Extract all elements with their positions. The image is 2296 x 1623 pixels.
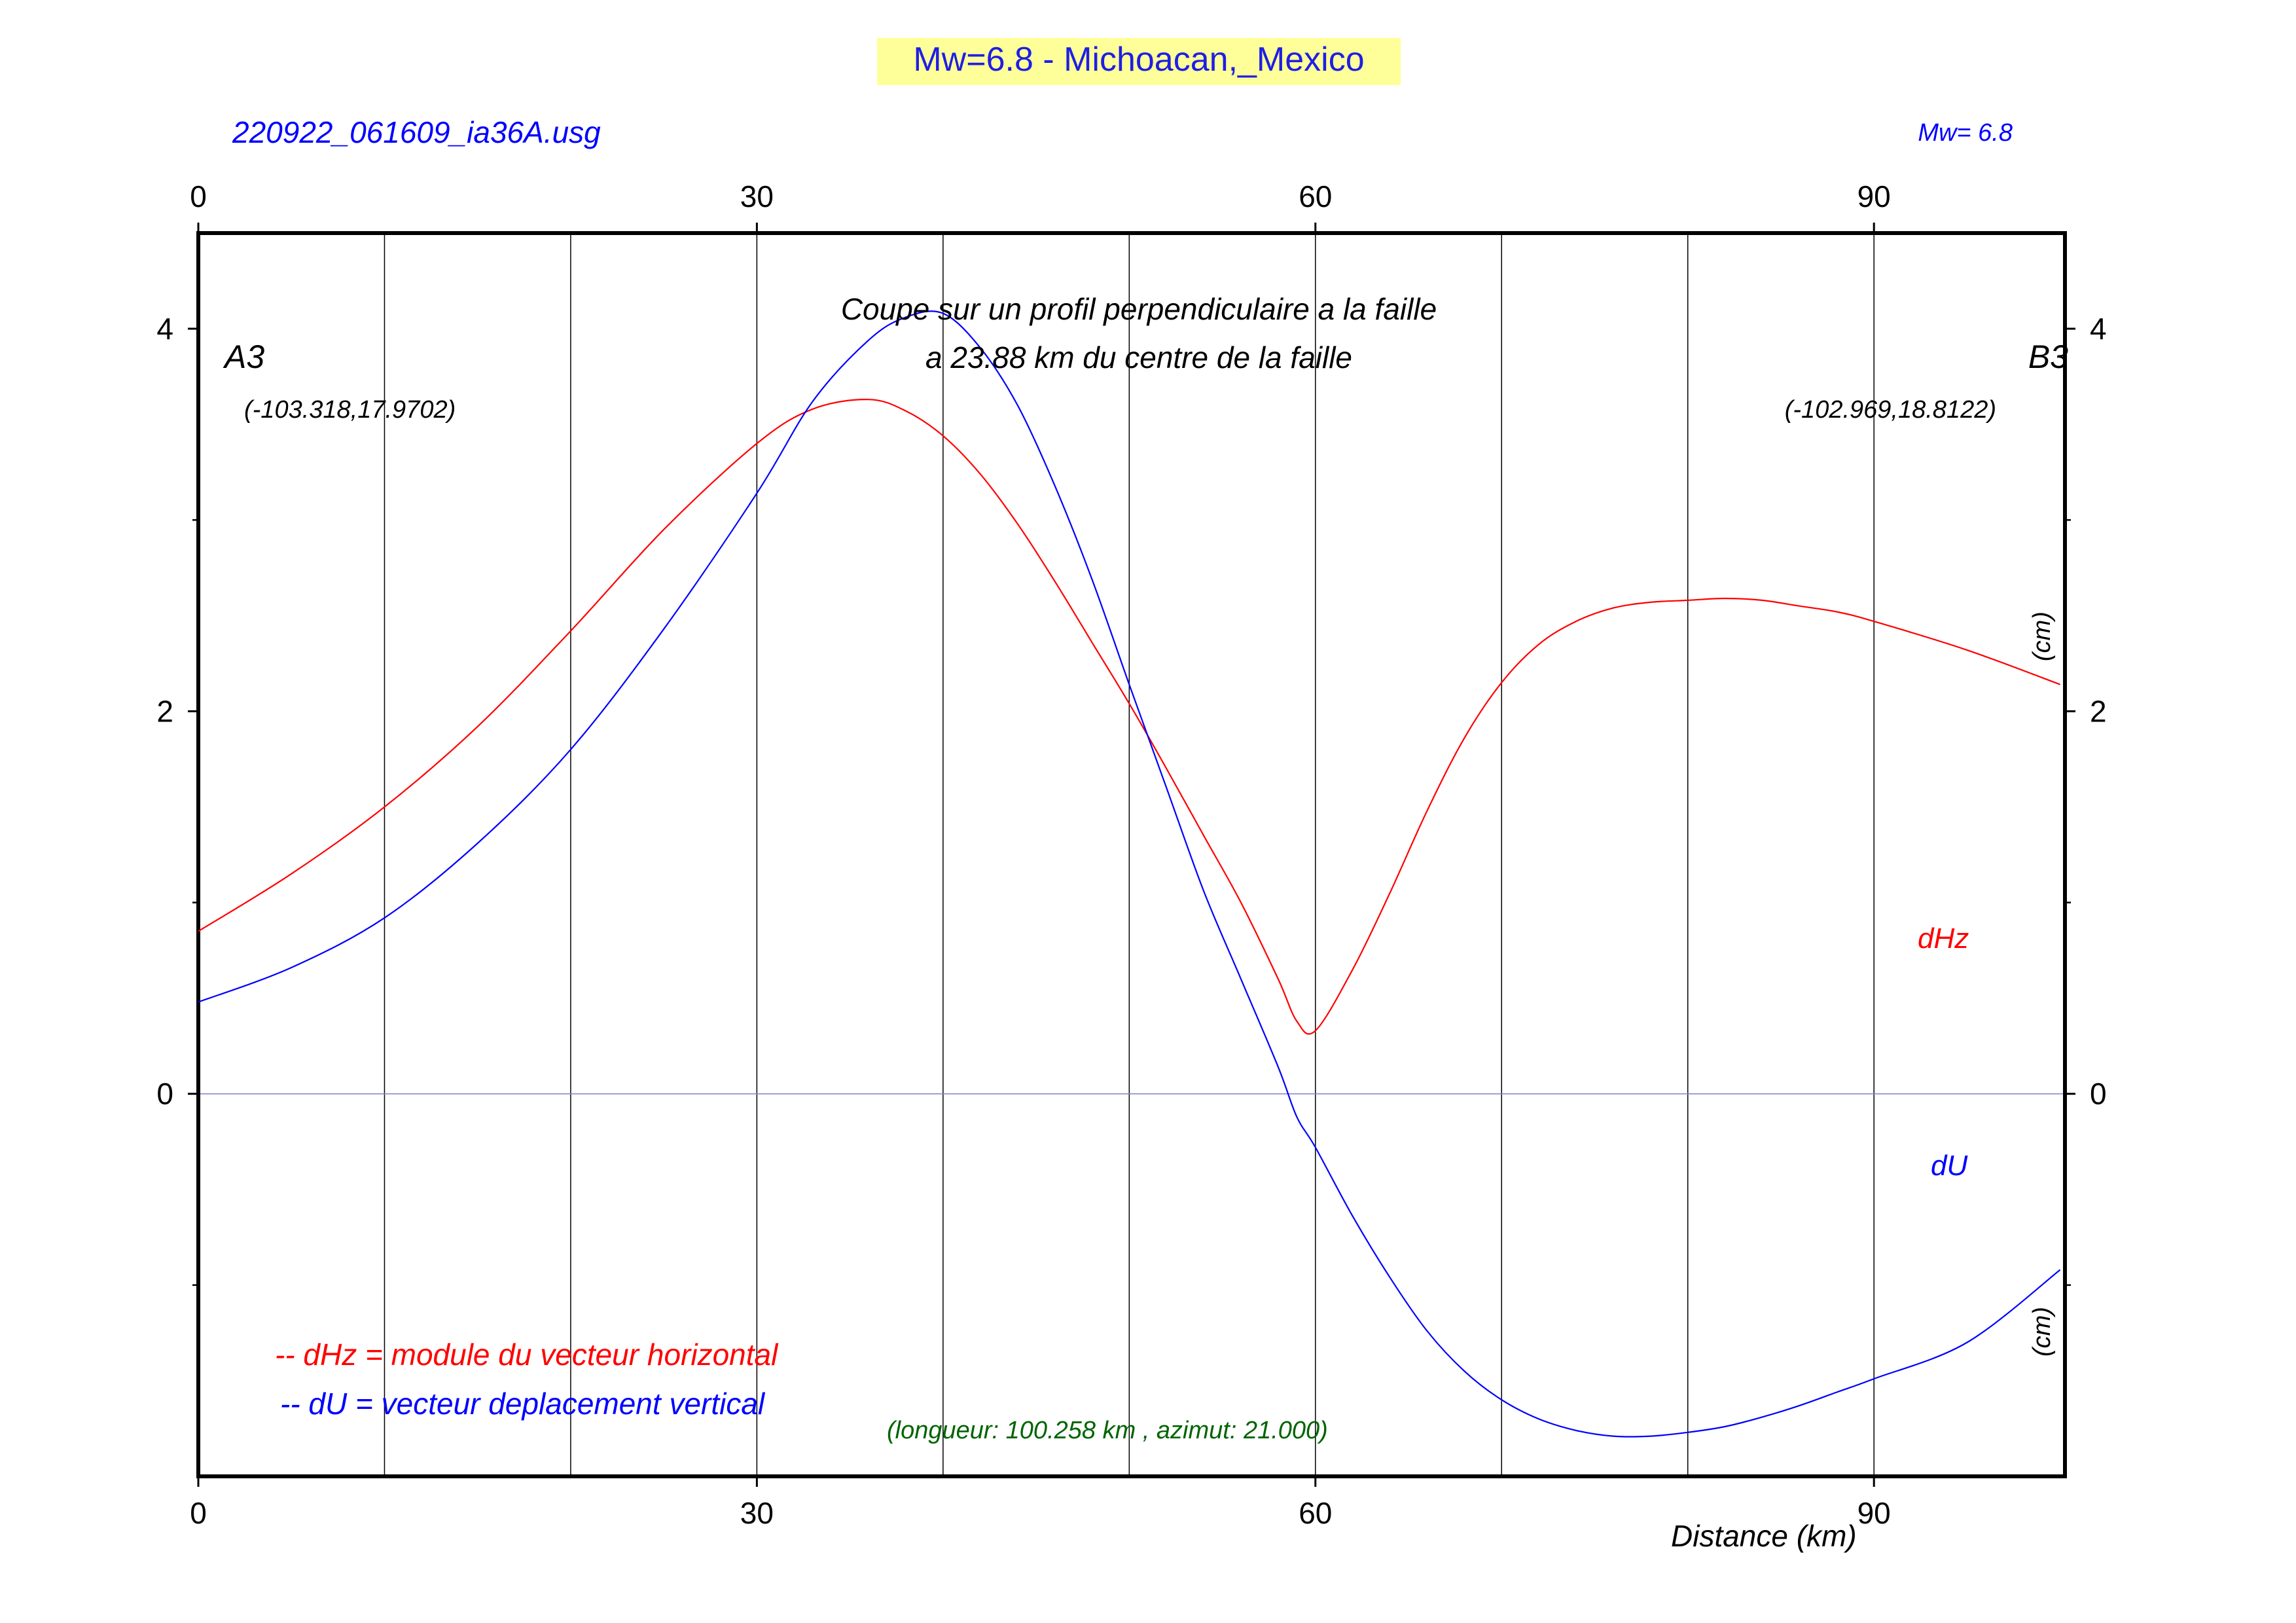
x-tick-label-top: 0	[190, 179, 207, 213]
series-label-dhz: dHz	[1918, 922, 1969, 955]
y-tick-label-left: 4	[156, 312, 173, 346]
x-tick-label-top: 90	[1857, 179, 1891, 213]
x-gridlines	[384, 233, 1874, 1476]
series-line-dhz	[198, 399, 2061, 1035]
filename-label: 220922_061609_ia36A.usg	[232, 115, 601, 149]
legend-du: -- dU = vecteur deplacement vertical	[280, 1387, 766, 1421]
series-label-du: dU	[1931, 1150, 1967, 1182]
y-tick-label-right: 0	[2090, 1077, 2107, 1111]
point-b-coords: (-102.969,18.8122)	[1785, 396, 1996, 424]
y-tick-label-left: 0	[156, 1077, 173, 1111]
point-a-coords: (-103.318,17.9702)	[244, 396, 456, 424]
point-a-label: A3	[223, 338, 264, 375]
chart-title: Mw=6.8 - Michoacan,_Mexico	[913, 41, 1364, 79]
series-lines	[198, 310, 2061, 1438]
point-b-label: B3	[2028, 338, 2068, 375]
section-title-line1: Coupe sur un profil perpendiculaire a la…	[841, 292, 1437, 326]
axis-tick-labels: 0 0 30 30 60 60 90 90 0 0 2 2 4 4	[156, 179, 2106, 1530]
section-title-line2: a 23.88 km du centre de la faille	[925, 340, 1352, 374]
x-tick-label-top: 60	[1299, 179, 1332, 213]
x-tick-label-bottom: 60	[1299, 1496, 1332, 1530]
x-axis-title: Distance (km)	[1671, 1519, 1857, 1553]
x-tick-label-top: 30	[740, 179, 774, 213]
y-tick-label-right: 2	[2090, 694, 2107, 728]
legend-dhz: -- dHz = module du vecteur horizontal	[275, 1338, 779, 1372]
unit-label-upper: (cm)	[2028, 611, 2056, 661]
x-tick-label-bottom: 0	[190, 1496, 207, 1530]
series-line-du	[198, 310, 2061, 1438]
profile-info: (longueur: 100.258 km , azimut: 21.000)	[887, 1417, 1328, 1444]
magnitude-label: Mw= 6.8	[1918, 119, 2013, 147]
y-tick-label-right: 4	[2090, 312, 2107, 346]
x-tick-label-bottom: 30	[740, 1496, 774, 1530]
plot-frame	[196, 231, 2067, 1478]
unit-label-lower: (cm)	[2028, 1307, 2056, 1357]
axis-ticks	[188, 223, 2075, 1487]
y-tick-label-left: 2	[156, 694, 173, 728]
x-tick-label-bottom: 90	[1857, 1496, 1891, 1530]
title-background	[877, 38, 1401, 85]
